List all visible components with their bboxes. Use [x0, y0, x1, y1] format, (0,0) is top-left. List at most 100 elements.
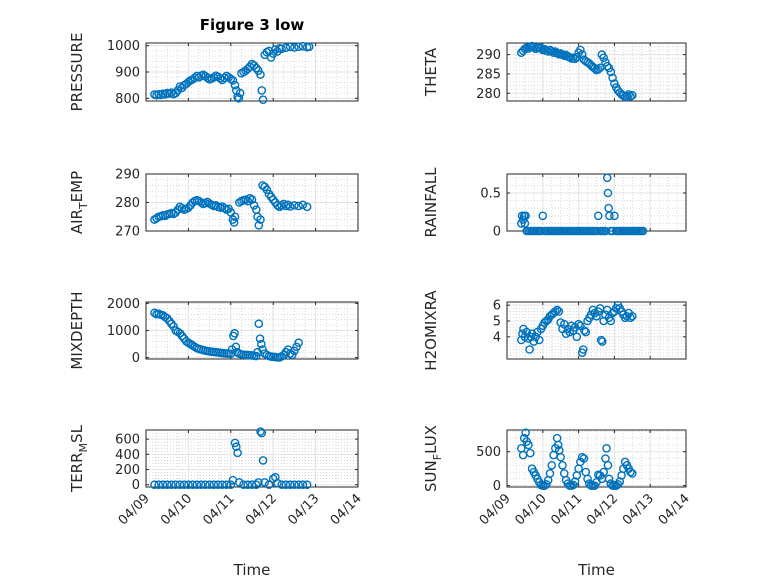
data-point	[243, 64, 253, 74]
data-point	[255, 334, 265, 343]
data-point	[521, 428, 530, 438]
data-point	[254, 220, 264, 230]
data-point	[534, 335, 544, 345]
y-tick-label: 270	[115, 225, 140, 240]
mixdepth-panel: 0 1000 2000 MIXDEPTH	[68, 291, 359, 370]
data-point	[580, 326, 589, 335]
data-point	[290, 43, 299, 52]
data-point	[251, 63, 261, 73]
data-point	[281, 480, 291, 490]
theta-ylabel: THETA	[422, 47, 440, 97]
data-point	[256, 70, 265, 79]
y-tick-label: 600	[115, 433, 140, 448]
data-point	[285, 480, 295, 490]
data-point	[234, 478, 244, 487]
data-point	[243, 480, 253, 490]
data-point	[177, 203, 187, 213]
data-point	[231, 342, 241, 352]
data-point	[222, 480, 231, 490]
data-point	[273, 478, 282, 488]
h2omixra-ylabel: H2OMIXRA	[422, 290, 440, 371]
data-point	[201, 480, 210, 490]
data-point	[628, 469, 637, 478]
data-point	[603, 460, 613, 470]
data-point	[205, 480, 214, 490]
terr-msl-xlabel: Time	[233, 561, 271, 579]
data-point	[213, 480, 223, 490]
y-tick-label: 1000	[107, 324, 140, 339]
data-point	[628, 90, 637, 100]
data-point	[590, 64, 600, 73]
data-point	[194, 72, 204, 82]
data-point	[628, 311, 637, 321]
rainfall-ylabel: RAINFALL	[422, 167, 440, 238]
data-point	[184, 77, 193, 87]
data-point	[302, 202, 312, 212]
data-point	[536, 44, 546, 53]
axes-box	[506, 301, 687, 360]
data-point	[228, 76, 238, 85]
data-point	[604, 474, 614, 484]
data-point	[230, 438, 240, 448]
data-point	[167, 480, 176, 490]
data-point	[218, 480, 227, 490]
pressure-ylabel: PRESSURE	[68, 33, 86, 112]
y-tick-label: 280	[115, 196, 140, 211]
y-tick-label: 1000	[107, 39, 140, 54]
y-tick-label: 285	[476, 67, 501, 82]
data-point	[275, 202, 284, 212]
y-tick-label: 200	[115, 463, 140, 478]
data-point	[294, 480, 303, 490]
data-point	[251, 351, 261, 361]
data-point	[599, 467, 608, 477]
data-point	[257, 86, 267, 95]
data-point	[542, 479, 551, 489]
data-point	[150, 215, 159, 224]
data-point	[184, 203, 193, 212]
data-point	[283, 200, 293, 210]
y-tick-label: 0	[493, 225, 501, 240]
y-tick-label: 0	[132, 478, 140, 493]
data-point	[622, 91, 632, 101]
data-point	[262, 185, 272, 194]
data-point	[638, 226, 648, 236]
data-point	[596, 335, 606, 345]
data-point	[558, 460, 567, 470]
data-point	[257, 428, 267, 438]
theta-panel: 280 285 290 THETA	[422, 41, 687, 102]
data-point	[226, 480, 236, 490]
y-tick-label: 290	[476, 48, 501, 63]
data-point	[258, 345, 267, 354]
data-point	[577, 452, 587, 462]
data-point	[233, 448, 242, 458]
data-point	[552, 48, 562, 58]
data-point	[230, 328, 239, 338]
data-point	[553, 440, 563, 450]
data-point	[577, 50, 587, 59]
data-point	[294, 42, 303, 51]
data-point	[592, 311, 601, 321]
y-tick-label: 400	[115, 448, 140, 463]
data-point	[572, 332, 582, 342]
data-point	[188, 480, 197, 490]
data-point	[249, 61, 259, 70]
data-point	[247, 195, 257, 204]
data-point	[256, 215, 265, 224]
data-point	[251, 480, 261, 490]
axes-box	[145, 429, 359, 488]
data-point	[606, 316, 616, 326]
data-point	[285, 202, 295, 211]
data-point	[290, 480, 299, 490]
data-point	[298, 480, 308, 490]
data-point	[154, 480, 164, 490]
data-point	[529, 337, 539, 346]
data-point	[558, 50, 567, 59]
data-point	[593, 64, 603, 74]
data-point	[256, 427, 265, 436]
data-point	[158, 480, 168, 490]
data-point	[209, 72, 219, 82]
data-point	[196, 198, 206, 207]
data-point	[581, 327, 591, 337]
sun-flux-ylabel: SUNFLUX	[422, 425, 444, 492]
data-point	[257, 339, 266, 349]
